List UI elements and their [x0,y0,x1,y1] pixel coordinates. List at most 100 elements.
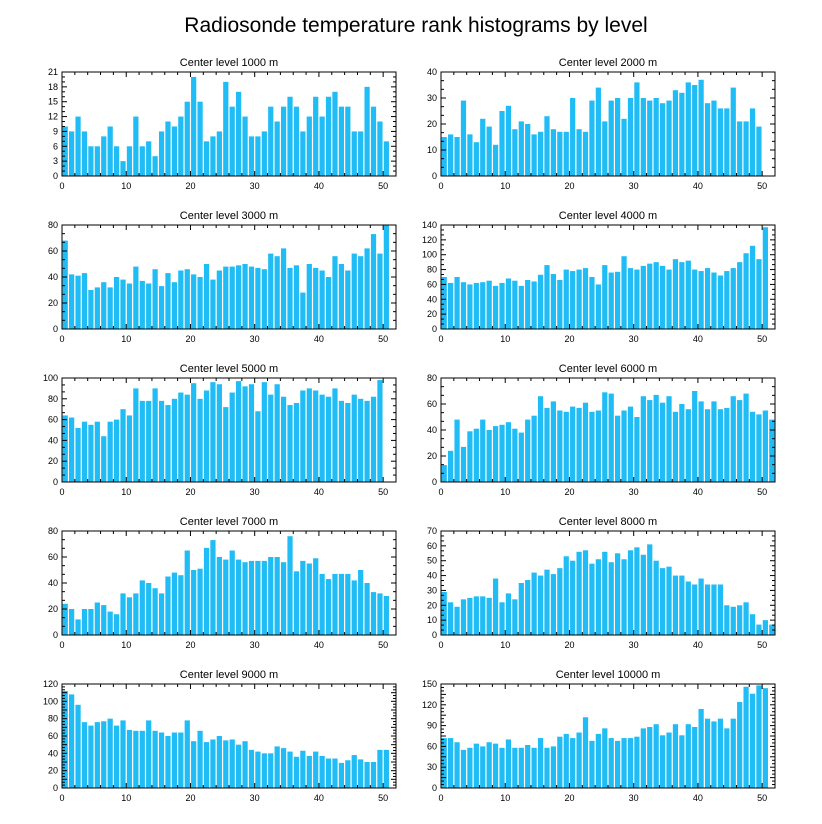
bar [563,733,569,788]
bar [120,593,126,635]
bar [370,762,377,788]
bar [704,268,711,329]
bar [505,278,512,329]
bar [242,264,248,329]
bar [576,551,582,635]
bar [139,280,145,329]
bar [666,566,672,635]
bar [525,124,531,176]
x-tick-label: 20 [185,640,195,650]
bar [81,131,88,176]
bar [467,134,473,176]
bar [178,270,184,329]
bar [191,76,197,176]
bar [364,86,370,176]
bar [158,732,165,788]
y-tick-label: 20 [427,600,437,610]
bar [724,407,730,482]
bar [608,272,614,329]
bar [197,277,203,329]
bar [171,126,178,176]
bar [107,287,113,329]
bar [595,410,601,482]
bar [570,406,576,482]
bar [557,279,563,329]
bar [133,266,139,329]
bar [152,156,158,176]
bar [679,404,685,482]
y-tick-label: 0 [432,783,437,793]
y-tick-label: 10 [427,615,437,625]
y-tick-label: 20 [427,119,437,129]
x-tick-label: 40 [693,793,703,803]
bar [544,265,550,329]
bar [158,131,165,176]
bar [602,265,608,329]
bar [107,611,113,635]
bar [358,398,364,482]
bar [236,91,242,176]
bar [460,749,467,788]
bar [473,596,479,635]
bar [94,602,100,635]
bar [711,584,717,635]
bar [338,573,345,635]
bar [126,729,133,788]
figure-title: Radiosonde temperature rank histograms b… [184,14,647,37]
bar [139,400,145,482]
bar [377,749,383,788]
bar [505,105,512,176]
bar [184,101,190,176]
bar [126,597,133,635]
y-tick-label: 15 [48,97,58,107]
x-tick-label: 40 [314,793,324,803]
bar [563,269,569,329]
x-tick-label: 10 [121,793,131,803]
panel-title: Center level 7000 m [180,516,278,528]
bar [473,142,479,176]
y-tick-label: 120 [422,235,437,245]
x-tick-label: 10 [121,640,131,650]
bar [280,396,287,482]
bar [332,256,338,329]
y-tick-label: 80 [427,265,437,275]
y-tick-label: 60 [48,415,58,425]
bar [248,749,255,788]
bar [512,599,518,635]
panel-title: Center level 5000 m [180,363,278,375]
bar [448,450,454,482]
bar [261,382,267,482]
bar [730,396,736,482]
bar [602,392,608,482]
x-tick-label: 20 [564,793,574,803]
bar [518,583,524,635]
panel-1: Center level 1000 m 0 10 20 30 40 50 0 3 6 9 12 15 18… [48,57,397,191]
bar [698,271,704,329]
bar [762,410,768,482]
bar [615,553,621,635]
bar [383,596,389,635]
bar [293,402,300,482]
bar [120,161,126,176]
bar [274,557,280,635]
y-tick-label: 60 [48,731,58,741]
bar [62,603,68,635]
bar [351,580,357,635]
bar [345,760,351,788]
bar [672,90,679,176]
bar [280,248,287,329]
x-tick-label: 0 [438,640,443,650]
x-tick-label: 30 [629,334,639,344]
bar [300,131,306,176]
bar [467,597,473,635]
bar [210,382,216,482]
bar [653,394,659,482]
y-tick-label: 90 [427,721,437,731]
y-tick-label: 3 [53,156,58,166]
bar [576,269,582,329]
bar [499,747,505,788]
bar [724,271,730,329]
x-tick-label: 0 [59,487,64,497]
bar [319,755,325,788]
bar [550,129,557,176]
